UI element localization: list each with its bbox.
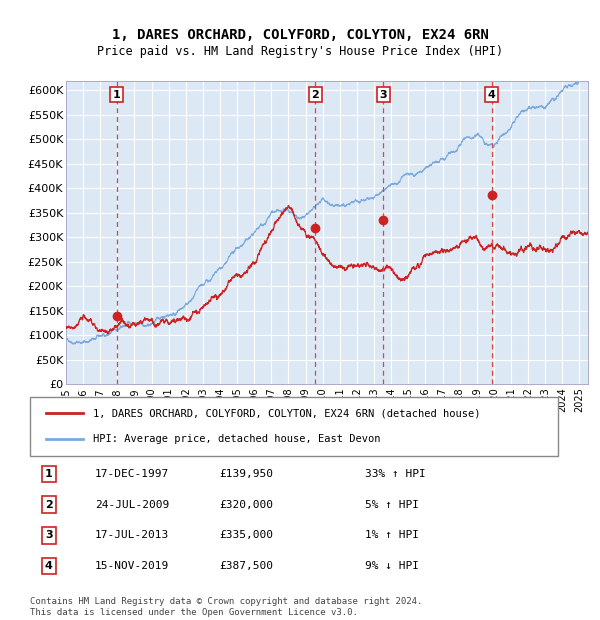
Text: £320,000: £320,000	[219, 500, 273, 510]
Text: 4: 4	[488, 90, 496, 100]
Text: 33% ↑ HPI: 33% ↑ HPI	[365, 469, 425, 479]
Text: 1, DARES ORCHARD, COLYFORD, COLYTON, EX24 6RN: 1, DARES ORCHARD, COLYFORD, COLYTON, EX2…	[112, 28, 488, 42]
Text: 15-NOV-2019: 15-NOV-2019	[95, 561, 169, 571]
Text: 1: 1	[113, 90, 121, 100]
Text: 3: 3	[379, 90, 387, 100]
Text: 2: 2	[45, 500, 53, 510]
Text: Contains HM Land Registry data © Crown copyright and database right 2024.
This d: Contains HM Land Registry data © Crown c…	[30, 598, 422, 617]
Text: HPI: Average price, detached house, East Devon: HPI: Average price, detached house, East…	[94, 434, 381, 444]
Text: 3: 3	[45, 531, 53, 541]
Text: £335,000: £335,000	[219, 531, 273, 541]
Text: 1: 1	[45, 469, 53, 479]
Text: 9% ↓ HPI: 9% ↓ HPI	[365, 561, 419, 571]
FancyBboxPatch shape	[30, 397, 558, 456]
Text: 1% ↑ HPI: 1% ↑ HPI	[365, 531, 419, 541]
Text: Price paid vs. HM Land Registry's House Price Index (HPI): Price paid vs. HM Land Registry's House …	[97, 45, 503, 58]
Text: 4: 4	[45, 561, 53, 571]
Text: £387,500: £387,500	[219, 561, 273, 571]
Text: 17-DEC-1997: 17-DEC-1997	[95, 469, 169, 479]
Text: 17-JUL-2013: 17-JUL-2013	[95, 531, 169, 541]
Text: 24-JUL-2009: 24-JUL-2009	[95, 500, 169, 510]
Text: 2: 2	[311, 90, 319, 100]
Text: 5% ↑ HPI: 5% ↑ HPI	[365, 500, 419, 510]
Text: 1, DARES ORCHARD, COLYFORD, COLYTON, EX24 6RN (detached house): 1, DARES ORCHARD, COLYFORD, COLYTON, EX2…	[94, 409, 481, 419]
Text: £139,950: £139,950	[219, 469, 273, 479]
